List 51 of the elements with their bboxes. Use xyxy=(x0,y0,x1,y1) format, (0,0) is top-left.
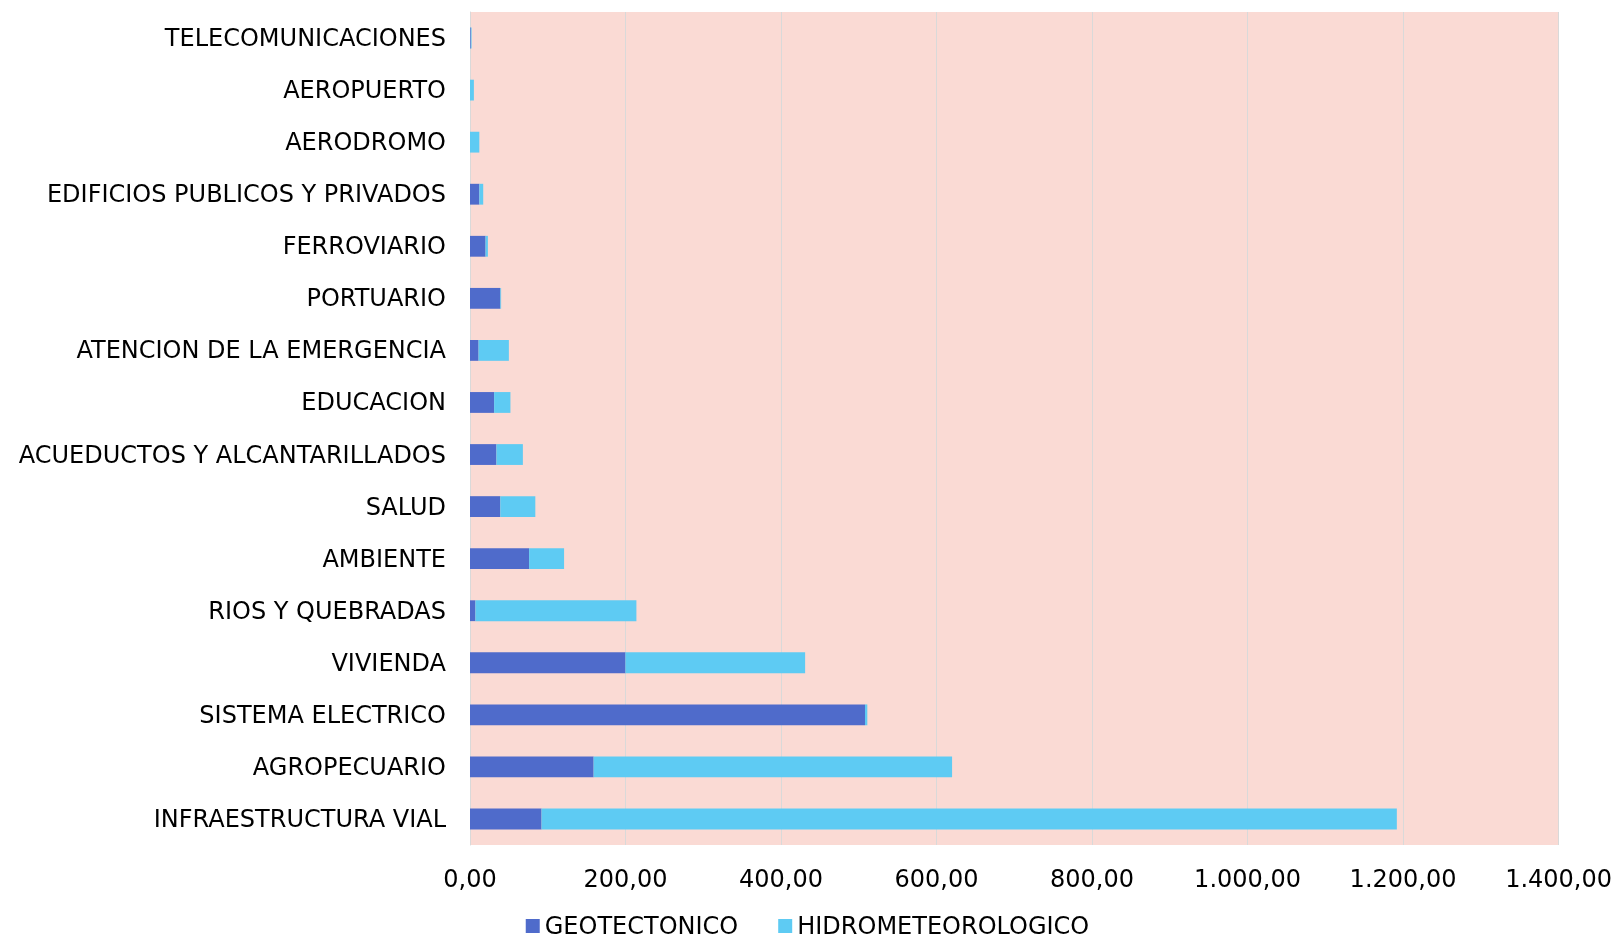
y-tick-label: EDUCACION xyxy=(301,388,446,417)
bar xyxy=(470,808,542,830)
x-tick-label: 600,00 xyxy=(894,865,979,893)
bar xyxy=(496,444,523,465)
y-tick-label: VIVIENDA xyxy=(331,648,447,677)
y-tick-label: FERROVIARIO xyxy=(282,232,446,261)
bar xyxy=(470,496,501,518)
y-tick-label: PORTUARIO xyxy=(306,284,446,313)
bar xyxy=(593,756,953,778)
bar xyxy=(470,600,476,622)
x-tick-label: 800,00 xyxy=(1050,865,1135,893)
bar xyxy=(625,652,806,674)
x-tick-label: 200,00 xyxy=(583,865,668,893)
bar xyxy=(479,183,484,205)
y-tick-label: INFRAESTRUCTURA VIAL xyxy=(153,804,447,833)
bar xyxy=(470,287,501,309)
bar xyxy=(470,392,495,413)
bar xyxy=(470,235,486,257)
y-tick-label: EDIFICIOS PUBLICOS Y PRIVADOS xyxy=(46,180,446,209)
bar xyxy=(470,183,480,205)
x-tick-label: 1.400,00 xyxy=(1505,865,1612,893)
y-tick-label: AGROPECUARIO xyxy=(252,752,446,781)
bar xyxy=(470,652,626,674)
y-tick-label: SALUD xyxy=(365,492,446,521)
bar xyxy=(529,548,565,570)
bar xyxy=(470,79,474,101)
x-tick-label: 1.200,00 xyxy=(1349,865,1457,893)
y-tick-label: ATENCION DE LA EMERGENCIA xyxy=(76,336,447,365)
bar xyxy=(470,548,530,570)
bar xyxy=(475,600,637,622)
x-tick-label: 1.000,00 xyxy=(1194,865,1301,893)
x-tick-label: 400,00 xyxy=(739,865,824,893)
bar xyxy=(478,339,509,361)
bar xyxy=(494,392,511,413)
legend-label: HIDROMETEOROLOGICO xyxy=(797,912,1090,940)
bar xyxy=(470,339,479,361)
x-tick-label: 0,00 xyxy=(443,865,497,893)
y-tick-label: AEROPUERTO xyxy=(283,76,446,105)
y-tick-label: TELECOMUNICACIONES xyxy=(163,24,446,53)
bar xyxy=(541,808,1397,830)
bar xyxy=(470,704,865,726)
y-tick-label: RIOS Y QUEBRADAS xyxy=(208,596,446,625)
y-tick-label: AERODROMO xyxy=(285,128,446,157)
y-tick-label: ACUEDUCTOS Y ALCANTARILLADOS xyxy=(18,440,446,469)
bar xyxy=(470,756,594,778)
bar xyxy=(500,496,536,518)
bar xyxy=(470,444,497,465)
y-tick-label: AMBIENTE xyxy=(322,544,446,573)
y-tick-label: SISTEMA ELECTRICO xyxy=(199,700,446,729)
legend-label: GEOTECTONICO xyxy=(544,912,739,940)
bar xyxy=(470,131,480,153)
